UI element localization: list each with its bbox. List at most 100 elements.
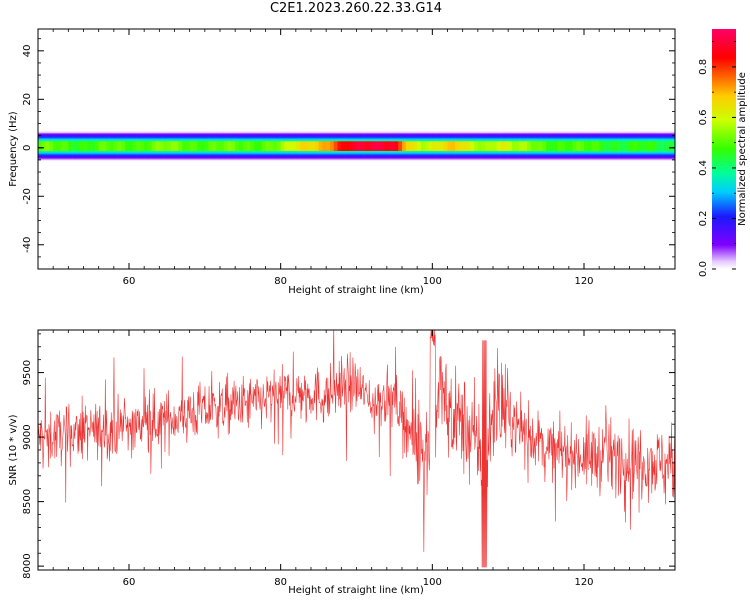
heatmap-cell	[568, 138, 573, 141]
heatmap-cell	[163, 148, 168, 150]
heatmap-cell	[644, 151, 649, 154]
heatmap-cell	[398, 151, 403, 154]
heatmap-cell	[299, 138, 304, 141]
heatmap-cell	[329, 157, 335, 160]
heatmap-cell	[398, 132, 403, 135]
heatmap-cell	[420, 141, 426, 143]
heatmap-cell	[163, 144, 168, 147]
heatmap-cell	[489, 144, 494, 147]
heatmap-cell	[132, 132, 137, 135]
heatmap-cell	[424, 157, 429, 160]
heatmap-cell	[345, 143, 350, 145]
heatmap-cell	[185, 137, 190, 139]
heatmap-cell	[625, 148, 630, 150]
heatmap-cell	[447, 132, 452, 135]
heatmap-cell	[185, 133, 190, 136]
heatmap-cell	[439, 131, 445, 133]
heatmap-cell	[625, 138, 630, 141]
heatmap-cell	[493, 148, 498, 150]
heatmap-cell	[417, 143, 422, 145]
heatmap-cell	[68, 138, 73, 141]
heatmap-cell	[231, 143, 236, 145]
heatmap-cell	[618, 156, 623, 159]
heatmap-cell	[352, 147, 357, 149]
heatmap-cell	[314, 151, 319, 154]
heatmap-cell	[428, 141, 433, 143]
heatmap-cell	[318, 143, 323, 145]
heatmap-cell	[485, 153, 490, 155]
heatmap-cell	[417, 150, 422, 153]
heatmap-cell	[329, 141, 335, 143]
heatmap-cell	[481, 151, 486, 154]
heatmap-cell	[136, 159, 141, 161]
heatmap-cell	[424, 159, 429, 161]
heatmap-cell	[94, 145, 99, 148]
heatmap-cell	[185, 155, 190, 158]
heatmap-cell	[284, 143, 289, 145]
heatmap-cell	[602, 142, 608, 144]
heatmap-cell	[223, 131, 228, 133]
heatmap-cell	[163, 149, 168, 151]
heatmap-cell	[671, 141, 675, 143]
heatmap-cell	[489, 148, 494, 150]
heatmap-cell	[364, 148, 369, 150]
heatmap-cell	[587, 147, 592, 149]
heatmap-cell	[523, 141, 528, 143]
heatmap-cell	[580, 134, 585, 137]
heatmap-cell	[166, 144, 172, 147]
heatmap-cell	[356, 131, 361, 133]
heatmap-cell	[618, 153, 623, 155]
heatmap-cell	[261, 153, 266, 155]
heatmap-cell	[155, 159, 160, 161]
heatmap-cell	[485, 139, 490, 142]
heatmap-cell	[246, 138, 251, 141]
heatmap-cell	[565, 157, 570, 160]
heatmap-cell	[75, 155, 81, 158]
heatmap-cell	[618, 132, 623, 135]
heatmap-cell	[174, 143, 179, 145]
heatmap-cell	[83, 132, 88, 135]
heatmap-cell	[584, 137, 589, 139]
heatmap-cell	[280, 131, 285, 133]
heatmap-cell	[231, 145, 236, 148]
heatmap-cell	[257, 138, 263, 141]
heatmap-cell	[557, 151, 562, 154]
heatmap-cell	[549, 136, 554, 138]
heatmap-cell	[102, 148, 107, 150]
heatmap-cell	[322, 154, 327, 156]
heatmap-cell	[159, 144, 164, 147]
heatmap-cell	[185, 151, 190, 154]
heatmap-cell	[38, 144, 43, 147]
heatmap-cell	[591, 156, 596, 159]
heatmap-cell	[489, 131, 494, 133]
heatmap-cell	[223, 148, 228, 150]
heatmap-cell	[584, 138, 589, 141]
heatmap-cell	[136, 137, 141, 139]
heatmap-cell	[60, 143, 65, 145]
heatmap-cell	[515, 141, 520, 143]
heatmap-cell	[527, 148, 532, 150]
heatmap-cell	[553, 143, 558, 145]
heatmap-cell	[303, 137, 308, 139]
heatmap-cell	[132, 138, 137, 141]
heatmap-cell	[117, 137, 122, 139]
heatmap-cell	[155, 153, 160, 155]
heatmap-cell	[113, 138, 118, 141]
heatmap-cell	[182, 147, 187, 149]
heatmap-cell	[170, 159, 175, 161]
heatmap-cell	[182, 145, 187, 148]
heatmap-cell	[595, 137, 600, 139]
heatmap-cell	[91, 134, 96, 137]
heatmap-cell	[193, 136, 198, 138]
heatmap-cell	[329, 139, 335, 142]
heatmap-cell	[629, 132, 634, 135]
heatmap-cell	[481, 134, 486, 137]
heatmap-cell	[360, 138, 365, 141]
heatmap-cell	[208, 149, 213, 151]
heatmap-cell	[64, 137, 69, 139]
heatmap-cell	[299, 137, 304, 139]
heatmap-cell	[348, 154, 354, 156]
heatmap-cell	[409, 131, 414, 133]
heatmap-cell	[276, 147, 281, 149]
heatmap-cell	[79, 147, 84, 149]
